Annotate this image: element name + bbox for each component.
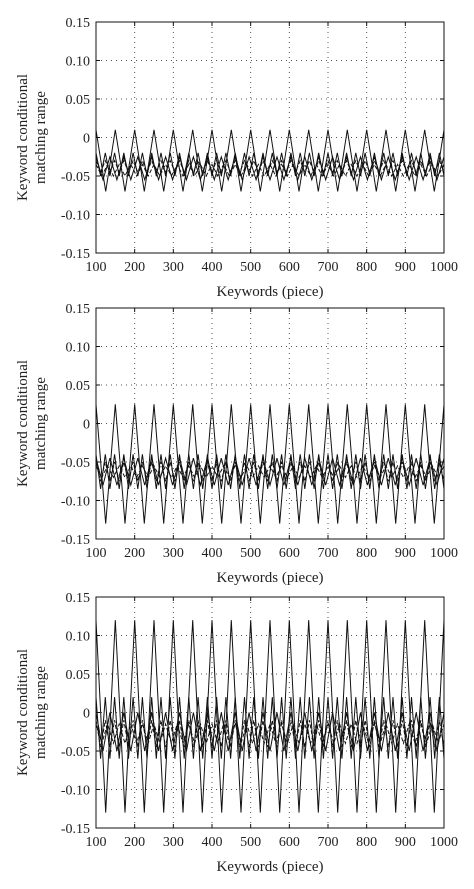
series-line-1	[96, 404, 444, 524]
series-line-3	[96, 159, 444, 174]
series-line-3	[96, 720, 444, 748]
y-tick-label: -0.05	[61, 745, 90, 760]
x-tick-label: 600	[279, 835, 300, 850]
y-axis-label-line: Keyword conditional	[15, 360, 31, 487]
y-axis-label: Keyword conditional matching range	[15, 74, 49, 201]
y-tick-label: 0.10	[66, 341, 91, 356]
y-tick-label: 0.05	[66, 668, 91, 683]
x-tick-label: 600	[279, 546, 300, 561]
y-axis-label: Keyword conditional matching range	[15, 360, 49, 487]
x-tick-label: 100	[86, 835, 107, 850]
y-axis-label: Keyword conditional matching range	[15, 649, 49, 776]
x-tick-label: 100	[86, 546, 107, 561]
series-line-4	[96, 456, 444, 488]
x-tick-label: 700	[318, 546, 339, 561]
x-tick-label: 900	[395, 546, 416, 561]
series-line-5	[96, 163, 444, 178]
y-tick-label: 0.05	[66, 93, 91, 108]
y-tick-label: 0.10	[66, 55, 91, 70]
x-tick-label: 500	[240, 835, 261, 850]
series-line-3	[96, 461, 444, 482]
x-tick-label: 800	[356, 260, 377, 275]
x-tick-label: 300	[163, 546, 184, 561]
chart-panel-2: 100 200 300 400 500 600 700 800 900 1000 0.15 0.10 0…	[15, 302, 458, 586]
x-tick-label: 500	[240, 546, 261, 561]
x-axis-label: Keywords (piece)	[216, 284, 323, 300]
x-tick-label: 100	[86, 260, 107, 275]
y-tick-label: 0	[83, 418, 90, 433]
x-tick-label: 400	[202, 546, 223, 561]
x-tick-label: 400	[202, 260, 223, 275]
series-line-5	[96, 464, 444, 479]
x-tick-label: 300	[163, 835, 184, 850]
x-tick-label: 800	[356, 835, 377, 850]
x-tick-label: 500	[240, 260, 261, 275]
x-axis-label: Keywords (piece)	[216, 570, 323, 586]
x-tick-label: 700	[318, 260, 339, 275]
x-tick-label: 200	[124, 546, 145, 561]
y-tick-label: 0.05	[66, 379, 91, 394]
x-tick-label: 900	[395, 835, 416, 850]
series-line-5	[96, 722, 444, 746]
y-tick-label: -0.15	[61, 533, 90, 548]
y-axis-label-line: matching range	[33, 377, 49, 470]
x-tick-label: 600	[279, 260, 300, 275]
y-tick-label: -0.10	[61, 495, 90, 510]
x-tick-label: 300	[163, 260, 184, 275]
x-tick-label: 200	[124, 260, 145, 275]
x-tick-label: 1000	[430, 835, 458, 850]
y-tick-label: 0.15	[66, 302, 91, 317]
y-tick-label: -0.10	[61, 784, 90, 799]
x-tick-label: 1000	[430, 546, 458, 561]
chart-panel-1: 100 200 300 400 500 600 700 800 900 1000 0.15 0.10 0…	[15, 16, 458, 300]
y-tick-label: -0.05	[61, 456, 90, 471]
y-tick-label: -0.15	[61, 247, 90, 262]
x-tick-label: 900	[395, 260, 416, 275]
x-tick-label: 400	[202, 835, 223, 850]
y-tick-label: -0.05	[61, 170, 90, 185]
series-line-1	[96, 129, 444, 192]
y-tick-label: -0.15	[61, 822, 90, 837]
y-tick-label: 0.10	[66, 630, 91, 645]
x-tick-label: 800	[356, 546, 377, 561]
x-axis-label: Keywords (piece)	[216, 859, 323, 875]
y-axis-label-line: Keyword conditional	[15, 649, 31, 776]
series-line-1	[96, 620, 444, 813]
y-tick-label: -0.10	[61, 209, 90, 224]
y-tick-label: 0	[83, 132, 90, 147]
y-tick-label: 0.15	[66, 16, 91, 31]
y-tick-label: 0.15	[66, 591, 91, 606]
chart-panel-3: 100 200 300 400 500 600 700 800 900 1000 0.15 0.10 0…	[15, 591, 458, 875]
y-tick-label: 0	[83, 707, 90, 722]
x-tick-label: 700	[318, 835, 339, 850]
x-tick-label: 200	[124, 835, 145, 850]
y-axis-label-line: matching range	[33, 91, 49, 184]
y-axis-label-line: Keyword conditional	[15, 74, 31, 201]
x-tick-label: 1000	[430, 260, 458, 275]
y-axis-label-line: matching range	[33, 666, 49, 759]
